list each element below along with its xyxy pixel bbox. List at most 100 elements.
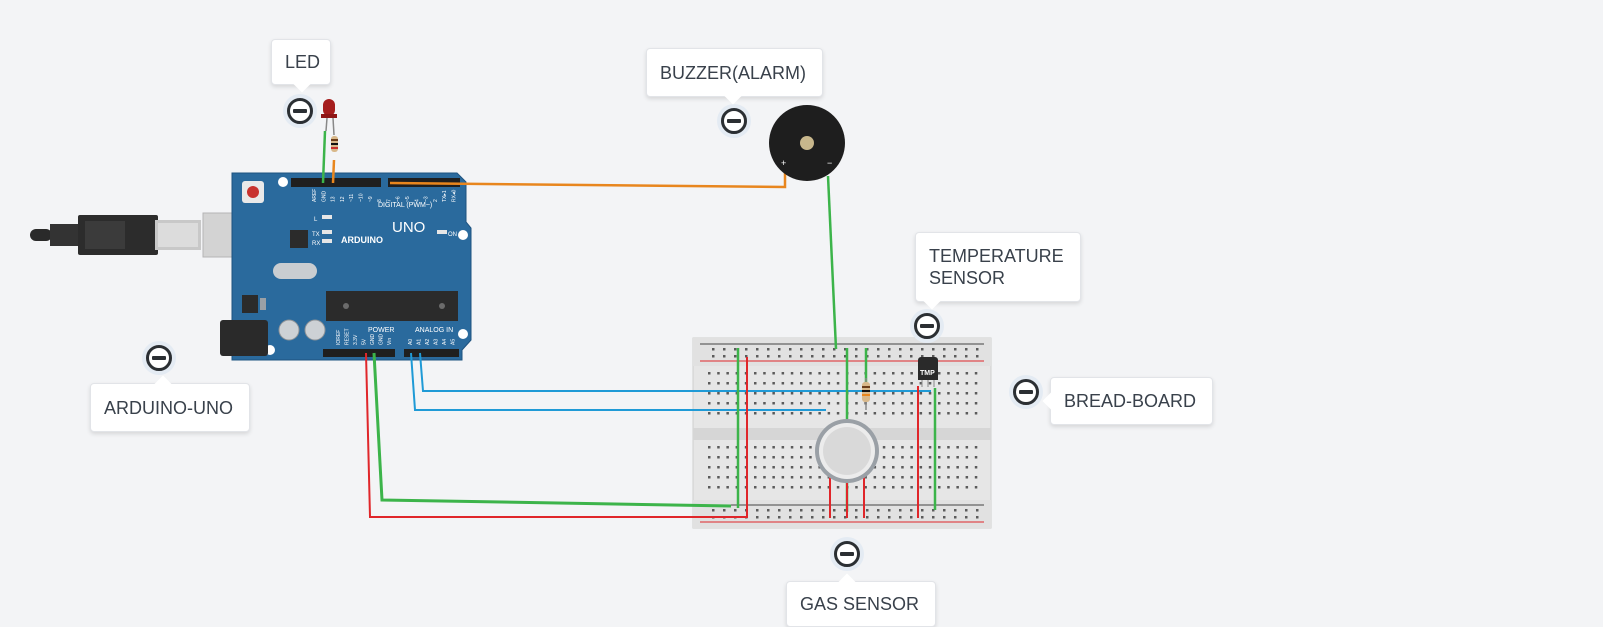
- breadboard-hole: [717, 402, 720, 405]
- note-led[interactable]: LED: [271, 39, 331, 93]
- note-temperature[interactable]: TEMPERATURE SENSOR: [915, 232, 1081, 310]
- breadboard-hole: [901, 446, 904, 449]
- breadboard-hole: [836, 402, 840, 405]
- buzzer-component[interactable]: + −: [769, 105, 845, 181]
- breadboard-hole: [965, 476, 969, 479]
- breadboard-hole: [763, 466, 766, 469]
- breadboard-hole: [921, 355, 924, 358]
- breadboard-hole: [781, 476, 785, 479]
- breadboard-hole: [956, 412, 959, 415]
- breadboard-hole: [734, 509, 737, 512]
- pin-label: GND: [370, 334, 376, 346]
- breadboard-hole: [708, 412, 711, 415]
- breadboard-hole: [763, 402, 766, 405]
- breadboard-hole: [818, 402, 821, 405]
- breadboard-hole: [809, 466, 812, 469]
- breadboard-hole: [901, 456, 904, 459]
- breadboard-hole: [772, 456, 775, 459]
- note-breadboard[interactable]: BREAD-BOARD: [1042, 377, 1213, 425]
- breadboard-hole: [882, 402, 886, 405]
- breadboard-hole: [901, 372, 904, 375]
- breadboard-hole: [811, 509, 814, 512]
- breadboard[interactable]: [692, 337, 992, 529]
- pin-label: ~5: [405, 196, 411, 202]
- temperature-sensor-component[interactable]: TMP: [918, 357, 938, 387]
- breadboard-hole: [910, 372, 913, 375]
- breadboard-hole: [919, 466, 923, 469]
- collapse-gas-note-button[interactable]: [830, 537, 864, 571]
- breadboard-hole: [790, 392, 794, 395]
- note-gas[interactable]: GAS SENSOR: [786, 573, 936, 627]
- breadboard-hole: [844, 348, 847, 351]
- breadboard-hole: [954, 516, 957, 519]
- breadboard-hole: [717, 476, 720, 479]
- breadboard-hole: [833, 355, 836, 358]
- breadboard-hole: [781, 382, 785, 385]
- breadboard-hole: [864, 476, 867, 479]
- breadboard-hole: [938, 372, 941, 375]
- minus-circle-icon: [146, 345, 172, 371]
- breadboard-hole: [919, 402, 923, 405]
- breadboard-hole: [892, 372, 895, 375]
- breadboard-hole: [965, 402, 969, 405]
- breadboard-hole: [717, 486, 720, 489]
- led-component[interactable]: [321, 99, 337, 136]
- breadboard-hole: [901, 402, 904, 405]
- gas-sensor-component[interactable]: [815, 419, 879, 483]
- breadboard-hole: [947, 392, 950, 395]
- collapse-arduino-note-button[interactable]: [142, 341, 176, 375]
- l-led-label: L: [314, 217, 318, 223]
- breadboard-hole: [974, 466, 978, 469]
- usb-cable[interactable]: [30, 212, 266, 258]
- breadboard-hole: [726, 466, 729, 469]
- led-resistor[interactable]: [331, 136, 338, 152]
- breadboard-hole: [772, 392, 775, 395]
- breadboard-hole: [947, 382, 950, 385]
- breadboard-hole: [800, 348, 803, 351]
- breadboard-hole: [901, 382, 904, 385]
- breadboard-hole: [800, 355, 803, 358]
- note-buzzer[interactable]: BUZZER(ALARM): [646, 48, 823, 105]
- breadboard-hole: [754, 456, 757, 459]
- breadboard-hole: [864, 412, 867, 415]
- breadboard-hole: [928, 476, 932, 479]
- breadboard-hole: [781, 402, 785, 405]
- wire-gnd-rail: [372, 352, 732, 508]
- breadboard-hole: [901, 412, 904, 415]
- breadboard-hole: [763, 446, 766, 449]
- pin-label: RX◂0: [452, 190, 458, 202]
- breadboard-hole: [956, 402, 959, 405]
- note-arduino[interactable]: ARDUINO-UNO: [90, 375, 250, 432]
- breadboard-hole: [790, 372, 794, 375]
- arduino-uno-board[interactable]: ARDUINO UNO DIGITAL (PWM~) POWER ANALOG …: [220, 172, 472, 361]
- breadboard-hole: [921, 516, 924, 519]
- breadboard-hole: [877, 348, 880, 351]
- breadboard-hole: [781, 486, 785, 489]
- arduino-brand: ARDUINO: [341, 235, 383, 245]
- breadboard-hole: [956, 392, 959, 395]
- breadboard-hole: [809, 392, 812, 395]
- breadboard-hole: [943, 516, 946, 519]
- collapse-temperature-note-button[interactable]: [910, 309, 944, 343]
- wires[interactable]: [321, 130, 937, 518]
- power-pin-labels: IOREF RESET 3.3V 5V GND GND Vin: [336, 328, 393, 345]
- breadboard-hole: [708, 476, 711, 479]
- collapse-buzzer-note-button[interactable]: [717, 104, 751, 138]
- pin-label: 5V: [362, 338, 368, 345]
- collapse-breadboard-note-button[interactable]: [1009, 375, 1043, 409]
- breadboard-resistor[interactable]: [862, 378, 870, 410]
- breadboard-hole: [726, 402, 729, 405]
- breadboard-hole: [827, 372, 831, 375]
- breadboard-hole: [811, 348, 814, 351]
- breadboard-hole: [781, 392, 785, 395]
- breadboard-hole: [767, 516, 770, 519]
- breadboard-hole: [745, 355, 748, 358]
- breadboard-hole: [763, 372, 766, 375]
- breadboard-hole: [800, 412, 803, 415]
- breadboard-hole: [954, 509, 957, 512]
- collapse-led-note-button[interactable]: [283, 94, 317, 128]
- breadboard-hole: [789, 509, 792, 512]
- breadboard-hole: [947, 486, 950, 489]
- breadboard-hole: [882, 412, 886, 415]
